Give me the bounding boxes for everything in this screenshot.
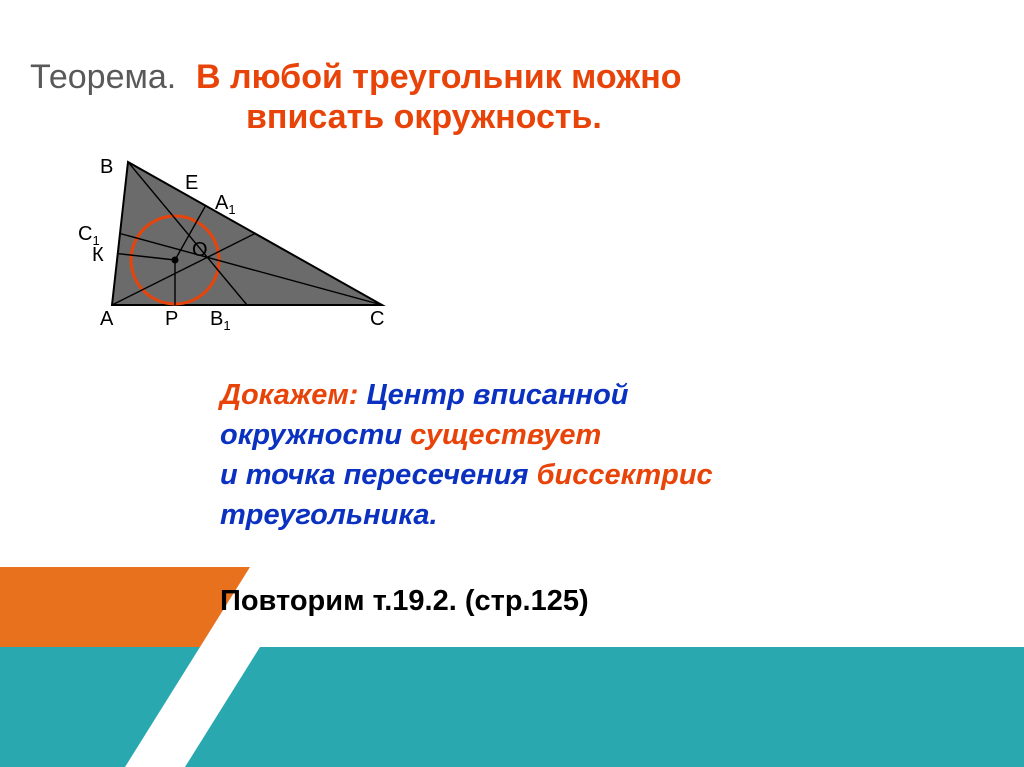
label-P: P [165, 308, 178, 331]
proof-l1b: Центр вписанной [367, 379, 629, 411]
footer-orange [0, 567, 250, 767]
label-K: К [92, 244, 104, 267]
label-B1: B1 [210, 308, 231, 333]
label-B: B [100, 156, 113, 179]
theorem-label: Теорема. [30, 58, 176, 97]
proof-text: Докажем: Центр вписанной окружности суще… [220, 375, 940, 535]
proof-l4: треугольника. [220, 499, 438, 531]
theorem-statement-line2: вписать окружность. [246, 98, 602, 137]
diagram-svg [70, 150, 410, 330]
proof-l1a: Докажем: [220, 379, 367, 411]
triangle-diagram: B A C E A1 C1 К O P B1 [70, 150, 410, 330]
proof-l3b: биссектрис [537, 459, 713, 491]
label-E: E [185, 172, 198, 195]
label-A1: A1 [215, 192, 236, 217]
footer-decoration [0, 517, 1024, 767]
proof-l2b: существует [410, 419, 601, 451]
proof-l3a: и точка пересечения [220, 459, 537, 491]
label-C: C [370, 308, 384, 331]
label-O: O [192, 239, 208, 262]
review-text: Повторим т.19.2. (стр.125) [220, 585, 589, 618]
label-A: A [100, 308, 113, 331]
proof-l2a: окружности [220, 419, 410, 451]
center-point [172, 257, 179, 264]
triangle [112, 162, 382, 305]
footer-white-stripe [125, 647, 260, 767]
theorem-statement-line1: В любой треугольник можно [196, 58, 682, 97]
footer-teal [0, 647, 1024, 767]
